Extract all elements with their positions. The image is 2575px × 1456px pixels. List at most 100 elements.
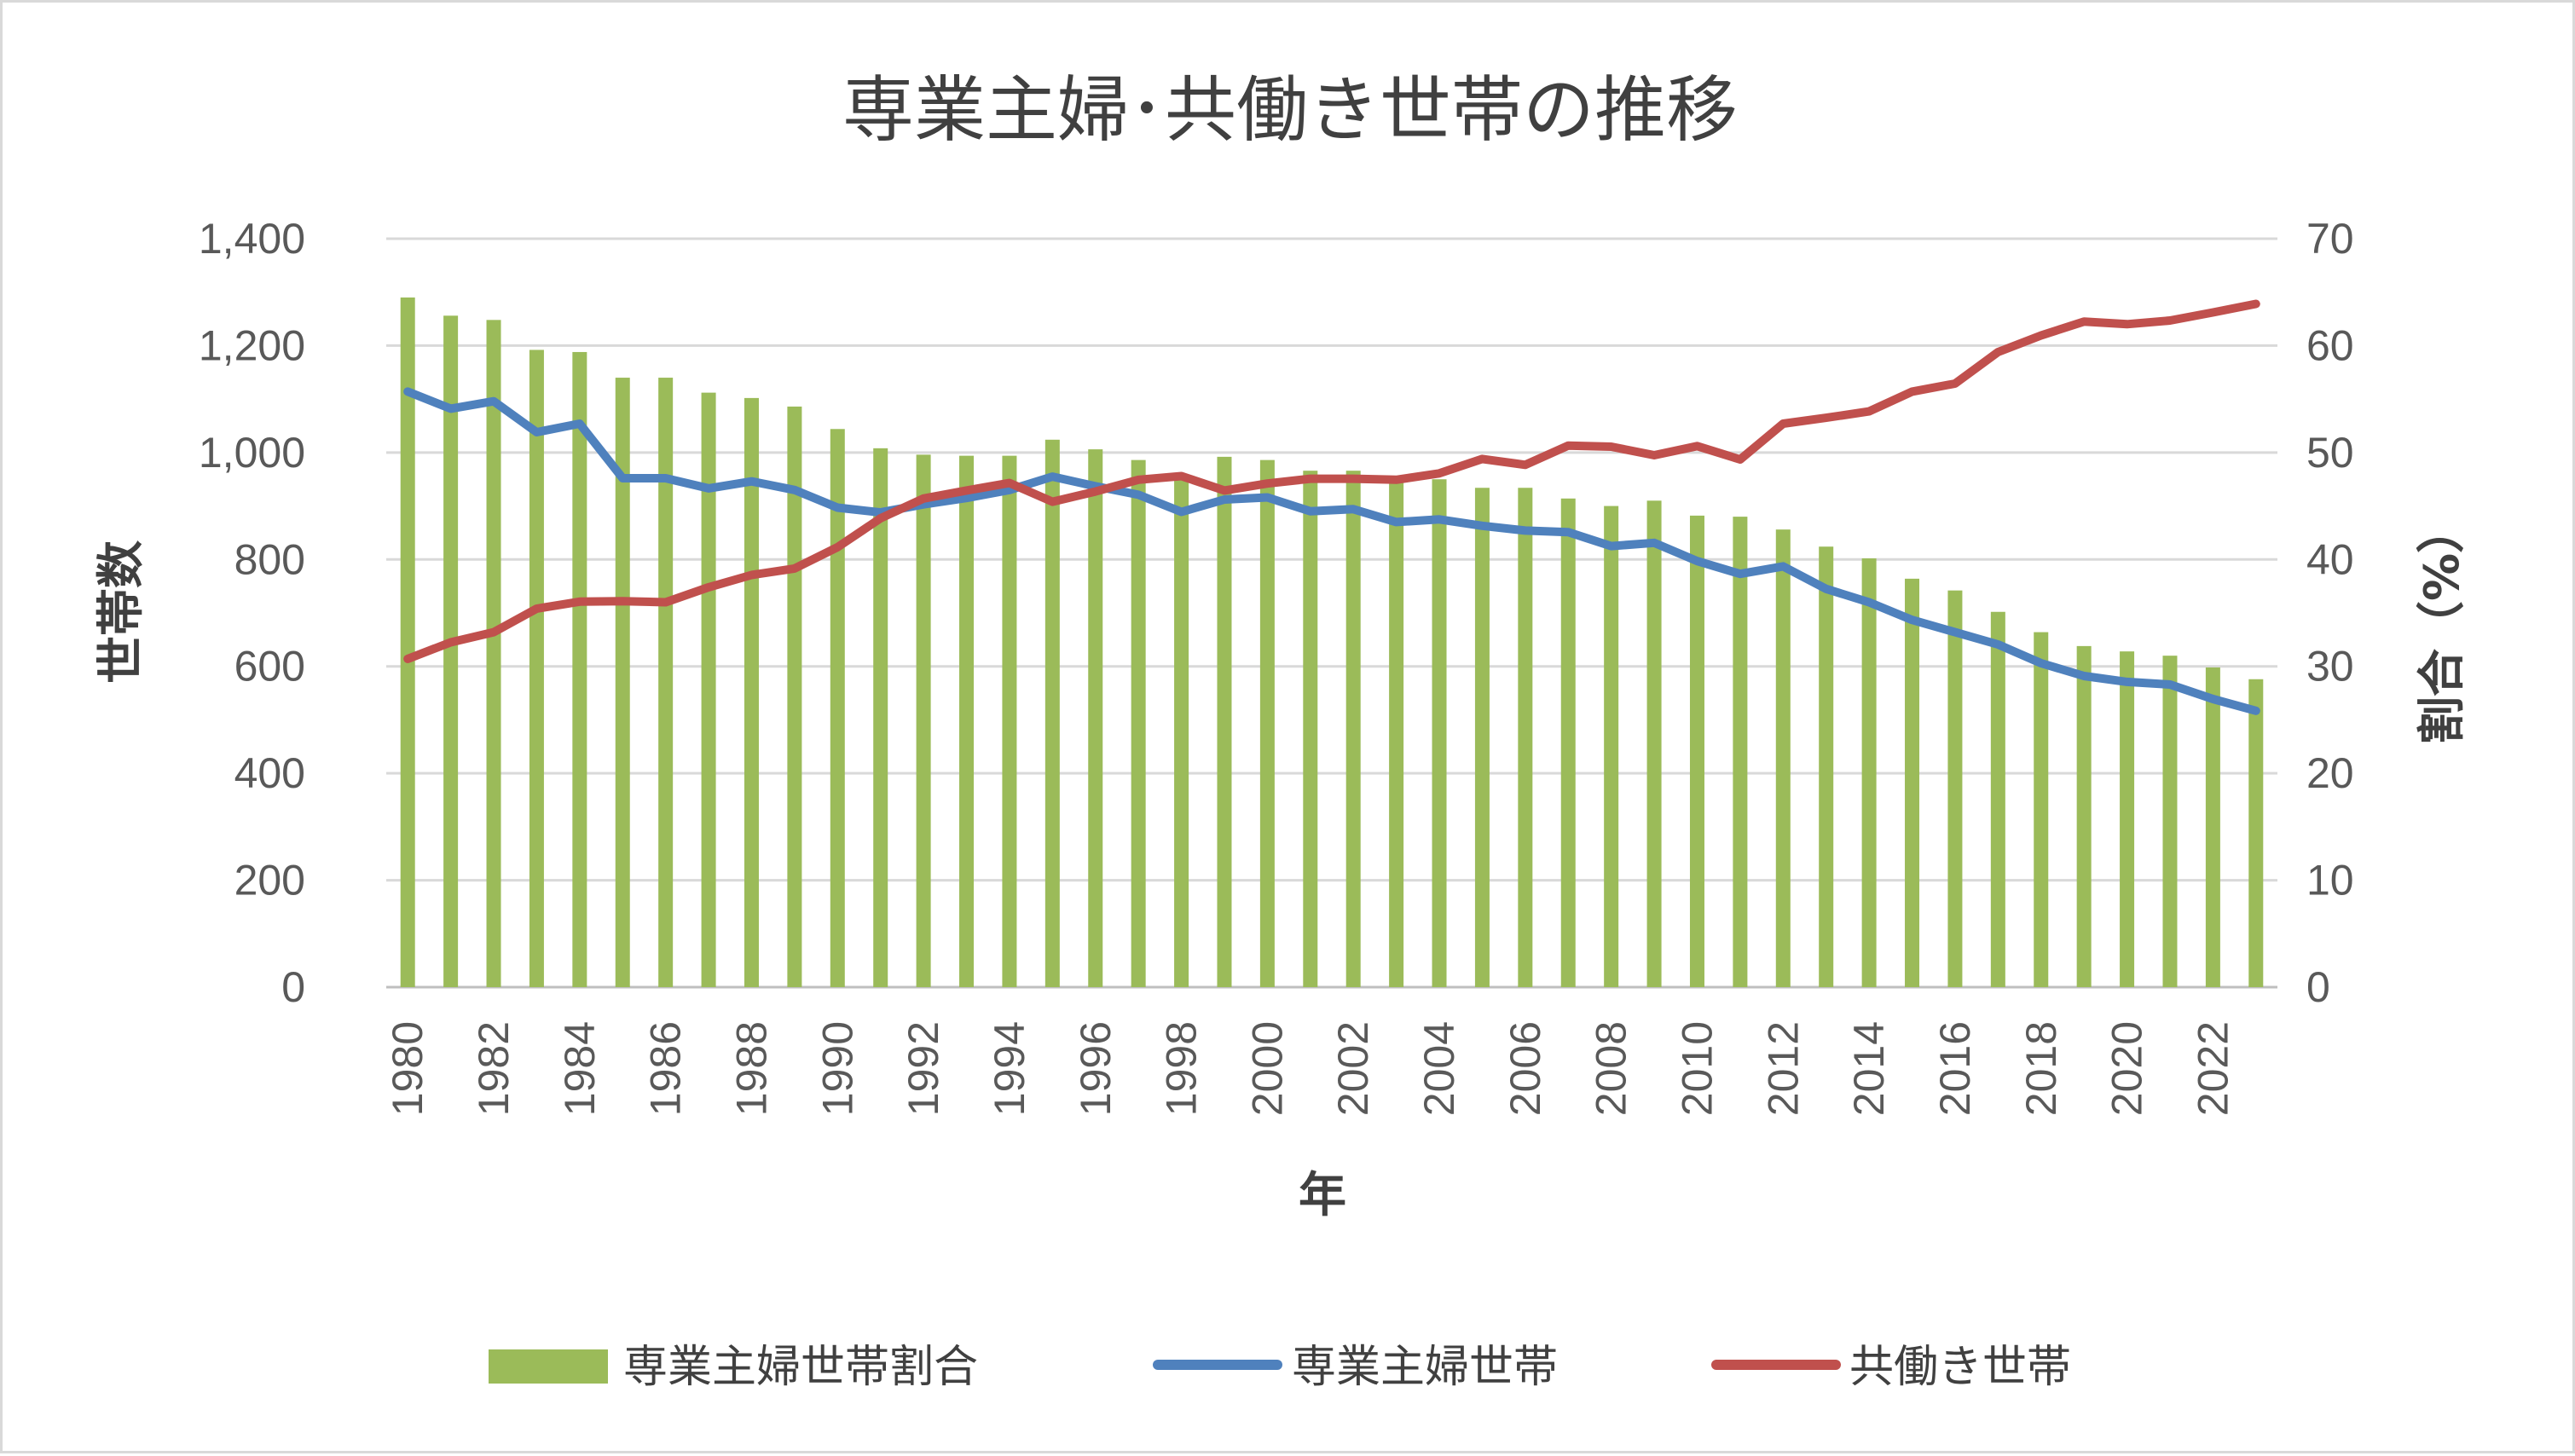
bar-series-layer	[400, 297, 2264, 988]
legend-label-line-blue: 専業主婦世帯	[1292, 1342, 1558, 1393]
bar	[916, 454, 931, 987]
right-tick-label: 60	[2306, 321, 2354, 369]
x-tick-label: 2008	[1588, 1021, 1635, 1116]
left-tick-label: 200	[234, 857, 305, 904]
x-tick-label: 2006	[1502, 1021, 1549, 1116]
x-tick-label: 1986	[642, 1021, 690, 1116]
bar	[1819, 546, 1834, 987]
series-line-housewife	[403, 387, 2260, 715]
right-tick-label: 40	[2306, 535, 2354, 583]
bar	[1088, 449, 1103, 987]
left-tick-label: 400	[234, 749, 305, 797]
bar	[529, 350, 544, 988]
bar	[2205, 667, 2220, 987]
bar	[1044, 439, 1060, 987]
left-tick-label: 600	[234, 643, 305, 690]
bar	[1733, 517, 1748, 987]
left-axis-ticks: 0 200 400 600 800 1,000 1,200 1,400	[199, 215, 305, 1011]
x-tick-label: 1992	[900, 1021, 947, 1116]
bar	[2248, 679, 2264, 987]
bar	[959, 455, 975, 987]
bar	[1303, 471, 1318, 987]
bar	[1432, 479, 1447, 987]
x-tick-label: 1988	[727, 1021, 775, 1116]
x-tick-label: 1996	[1072, 1021, 1120, 1116]
bar	[658, 378, 674, 987]
bar	[1174, 477, 1189, 987]
bar	[1905, 578, 1920, 987]
bar	[443, 315, 459, 987]
x-tick-label: 1984	[556, 1021, 604, 1116]
bar	[1518, 488, 1533, 987]
x-tick-label: 1998	[1158, 1021, 1206, 1116]
right-tick-label: 10	[2306, 857, 2354, 904]
bar	[1775, 529, 1791, 987]
right-tick-label: 30	[2306, 643, 2354, 690]
line-series-layer	[403, 299, 2260, 715]
x-tick-label: 2000	[1243, 1021, 1291, 1116]
bar	[1389, 476, 1404, 987]
legend-label-line-red: 共働き世帯	[1849, 1342, 2071, 1393]
series-line-dualincome	[403, 299, 2260, 663]
legend-swatch-bar	[489, 1349, 608, 1384]
right-axis-ticks: 0 10 20 30 40 50 60 70	[2306, 215, 2354, 1011]
x-tick-label: 2018	[2017, 1021, 2065, 1116]
bar	[2120, 651, 2135, 987]
bar	[400, 297, 415, 987]
right-tick-label: 70	[2306, 215, 2354, 263]
bar	[486, 320, 501, 988]
legend-label-bar: 専業主婦世帯割合	[623, 1342, 978, 1393]
chart-svg: 専業主婦･共働き世帯の推移 02004006008001,0001,2001,4…	[94, 68, 2470, 1393]
bar	[2162, 656, 2178, 987]
x-tick-label: 2022	[2189, 1021, 2236, 1116]
bar	[1259, 459, 1275, 987]
left-axis-title: 世帯数	[94, 540, 149, 684]
bar	[1002, 455, 1017, 987]
chart-title: 専業主婦･共働き世帯の推移	[842, 68, 1738, 152]
x-tick-label: 1990	[813, 1021, 861, 1116]
bar	[572, 351, 587, 987]
bar	[2034, 632, 2049, 987]
x-tick-label: 2004	[1415, 1021, 1463, 1116]
bar	[787, 406, 802, 987]
x-tick-label: 2010	[1673, 1021, 1721, 1116]
left-tick-label: 800	[234, 535, 305, 583]
bar	[1345, 471, 1361, 987]
bar	[1689, 515, 1704, 987]
bar	[1217, 456, 1232, 987]
bar	[1646, 500, 1662, 987]
bar	[873, 448, 888, 987]
bar	[701, 392, 716, 987]
x-axis-ticks: 1980 1982 1984 1986 1988 1990 1992 1994 1996 1998…	[384, 1021, 2236, 1116]
x-tick-label: 2014	[1845, 1021, 1893, 1116]
right-tick-label: 50	[2306, 429, 2354, 477]
bar	[1861, 558, 1877, 987]
bar	[1990, 611, 2005, 987]
right-axis-title: 割合（%）	[2415, 506, 2470, 744]
bar	[1947, 590, 1963, 987]
x-axis-title: 年	[1299, 1168, 1346, 1223]
bar	[1131, 459, 1146, 987]
x-tick-label: 2020	[2103, 1021, 2151, 1116]
x-tick-label: 2012	[1759, 1021, 1807, 1116]
left-tick-label: 1,400	[199, 215, 305, 263]
legend: 専業主婦世帯割合 専業主婦世帯 共働き世帯	[489, 1342, 2071, 1393]
right-tick-label: 20	[2306, 749, 2354, 797]
left-tick-label: 1,200	[199, 321, 305, 369]
bar	[615, 378, 630, 987]
bar	[1474, 488, 1490, 987]
left-tick-label: 1,000	[199, 429, 305, 477]
bar	[1604, 506, 1619, 987]
x-tick-label: 2016	[1931, 1021, 1979, 1116]
bar	[1560, 498, 1576, 987]
x-tick-label: 1994	[986, 1021, 1033, 1116]
bar	[744, 397, 759, 988]
x-tick-label: 2002	[1329, 1021, 1377, 1116]
left-tick-label: 0	[281, 963, 305, 1011]
x-tick-label: 1982	[470, 1021, 518, 1116]
bar	[2076, 645, 2092, 987]
x-tick-label: 1980	[384, 1021, 431, 1116]
right-tick-label: 0	[2306, 963, 2330, 1011]
bar	[830, 429, 845, 988]
